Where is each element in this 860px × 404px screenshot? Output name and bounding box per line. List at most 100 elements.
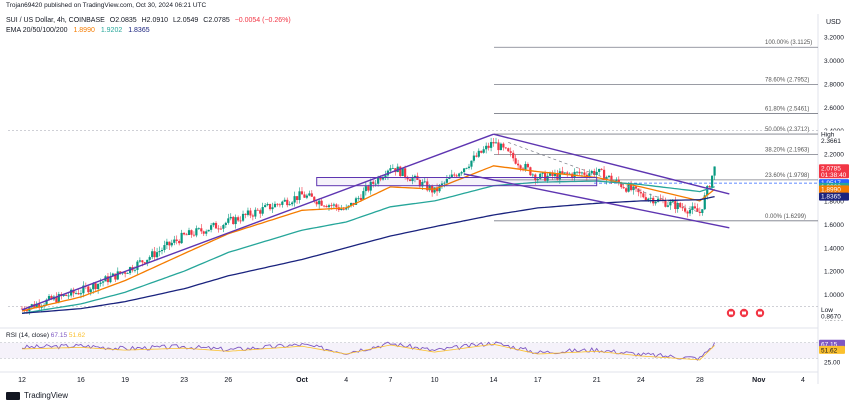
candle bbox=[445, 178, 448, 183]
price-tick: 1.0000 bbox=[824, 292, 844, 299]
candle bbox=[38, 303, 41, 308]
candle bbox=[40, 306, 43, 308]
candle bbox=[575, 171, 579, 173]
candle bbox=[399, 166, 402, 177]
candle bbox=[671, 201, 674, 202]
candle bbox=[217, 228, 220, 230]
time-tick: Oct bbox=[296, 377, 308, 384]
candle bbox=[519, 165, 522, 169]
candle bbox=[499, 143, 503, 151]
candle bbox=[291, 202, 294, 205]
candle bbox=[684, 208, 687, 212]
candle bbox=[278, 204, 281, 206]
candle bbox=[551, 172, 554, 176]
candle bbox=[114, 273, 117, 280]
candle bbox=[467, 166, 471, 168]
candle bbox=[141, 260, 144, 263]
time-tick: 16 bbox=[77, 377, 85, 384]
candle bbox=[629, 184, 633, 191]
candle bbox=[97, 283, 100, 290]
candle bbox=[480, 150, 483, 153]
ema-legend[interactable]: EMA 20/50/100/200 1.8990 1.9202 1.8365 bbox=[6, 27, 154, 34]
candle bbox=[327, 205, 331, 208]
ema20-line bbox=[21, 165, 716, 312]
candle bbox=[590, 170, 593, 174]
candle bbox=[462, 168, 466, 173]
symbol-title[interactable]: SUI / US Dollar, 4h, COINBASE bbox=[6, 17, 105, 24]
candle bbox=[622, 187, 625, 189]
candle bbox=[558, 171, 561, 180]
rsi-badge-bg bbox=[819, 339, 845, 348]
event-flag-icon bbox=[726, 308, 736, 318]
candle bbox=[620, 182, 623, 188]
price-badge-subtext: 2.3661 bbox=[821, 138, 841, 145]
candle bbox=[374, 183, 377, 185]
candle bbox=[440, 183, 444, 186]
candle bbox=[65, 294, 68, 296]
candle bbox=[70, 289, 73, 296]
candle bbox=[202, 231, 205, 234]
rsi-badge-bg bbox=[819, 345, 845, 354]
candle bbox=[214, 222, 218, 229]
candle bbox=[526, 163, 530, 168]
rsi-ma-line bbox=[22, 343, 715, 361]
candle bbox=[109, 276, 112, 283]
candle bbox=[168, 241, 171, 246]
candle bbox=[293, 196, 296, 203]
time-tick: 17 bbox=[534, 377, 542, 384]
candle bbox=[106, 276, 110, 283]
candle bbox=[342, 208, 345, 210]
candle bbox=[578, 171, 581, 174]
candle bbox=[182, 232, 186, 235]
candle bbox=[553, 173, 557, 176]
candle bbox=[698, 211, 701, 214]
candle bbox=[504, 147, 507, 149]
candle bbox=[116, 271, 119, 280]
candle bbox=[536, 178, 539, 181]
candle bbox=[303, 194, 306, 198]
candle bbox=[281, 201, 284, 205]
rsi-value-2: 51.62 bbox=[69, 332, 86, 339]
candle bbox=[55, 296, 58, 303]
candle bbox=[67, 295, 70, 297]
candle bbox=[77, 292, 80, 295]
candle bbox=[79, 293, 83, 295]
candle bbox=[600, 168, 603, 170]
candle bbox=[62, 294, 65, 296]
candle bbox=[155, 252, 159, 258]
candle bbox=[563, 172, 566, 174]
candle bbox=[264, 205, 267, 208]
support-zone-box bbox=[316, 177, 598, 187]
event-flag-mark bbox=[729, 311, 733, 315]
candle bbox=[703, 195, 706, 210]
candle bbox=[305, 195, 308, 198]
candle bbox=[580, 172, 584, 174]
candle bbox=[276, 203, 279, 205]
price-badge-text: 1.8365 bbox=[821, 194, 841, 201]
candle bbox=[450, 174, 453, 178]
candle bbox=[713, 166, 716, 176]
candle bbox=[271, 207, 274, 210]
candle bbox=[254, 209, 257, 217]
price-tick: 3.2000 bbox=[824, 35, 844, 42]
candle bbox=[146, 259, 149, 264]
candle bbox=[163, 245, 166, 251]
candle bbox=[222, 225, 225, 229]
price-tick: 1.8000 bbox=[824, 198, 844, 205]
candle bbox=[524, 163, 527, 170]
candle bbox=[512, 152, 515, 159]
time-tick: 10 bbox=[431, 377, 439, 384]
time-tick: 23 bbox=[180, 377, 188, 384]
candle bbox=[205, 231, 208, 234]
candle bbox=[320, 200, 323, 206]
candle bbox=[583, 172, 586, 175]
candle bbox=[541, 172, 544, 174]
candle bbox=[295, 196, 299, 200]
candle bbox=[148, 257, 151, 260]
price-tick: 2.2000 bbox=[824, 152, 844, 159]
price-badge-subtext: 0.8670 bbox=[821, 314, 841, 321]
price-tick: 1.6000 bbox=[824, 222, 844, 229]
candle bbox=[354, 198, 358, 205]
